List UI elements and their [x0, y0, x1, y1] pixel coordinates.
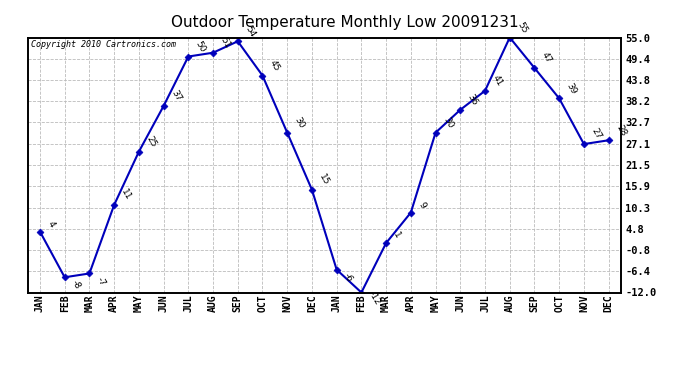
- Text: 36: 36: [466, 93, 480, 107]
- Text: -7: -7: [95, 275, 107, 287]
- Text: Copyright 2010 Cartronics.com: Copyright 2010 Cartronics.com: [30, 40, 175, 49]
- Text: 11: 11: [119, 188, 133, 202]
- Text: 30: 30: [293, 116, 306, 130]
- Text: 50: 50: [194, 39, 208, 54]
- Text: 39: 39: [564, 81, 578, 96]
- Text: 41: 41: [491, 74, 504, 88]
- Text: 27: 27: [589, 127, 603, 141]
- Text: 28: 28: [614, 123, 628, 138]
- Text: 51: 51: [219, 36, 232, 50]
- Text: 47: 47: [540, 51, 553, 65]
- Text: 30: 30: [441, 116, 455, 130]
- Text: Outdoor Temperature Monthly Low 20091231: Outdoor Temperature Monthly Low 20091231: [171, 15, 519, 30]
- Text: -12: -12: [367, 289, 382, 306]
- Text: 54: 54: [244, 24, 257, 39]
- Text: 4: 4: [46, 219, 56, 229]
- Text: 55: 55: [515, 20, 529, 35]
- Text: 25: 25: [144, 135, 158, 149]
- Text: -6: -6: [342, 271, 355, 284]
- Text: -8: -8: [70, 279, 83, 291]
- Text: 9: 9: [416, 200, 427, 210]
- Text: 15: 15: [317, 172, 331, 187]
- Text: 1: 1: [392, 231, 402, 240]
- Text: 45: 45: [268, 58, 282, 73]
- Text: 37: 37: [169, 89, 183, 103]
